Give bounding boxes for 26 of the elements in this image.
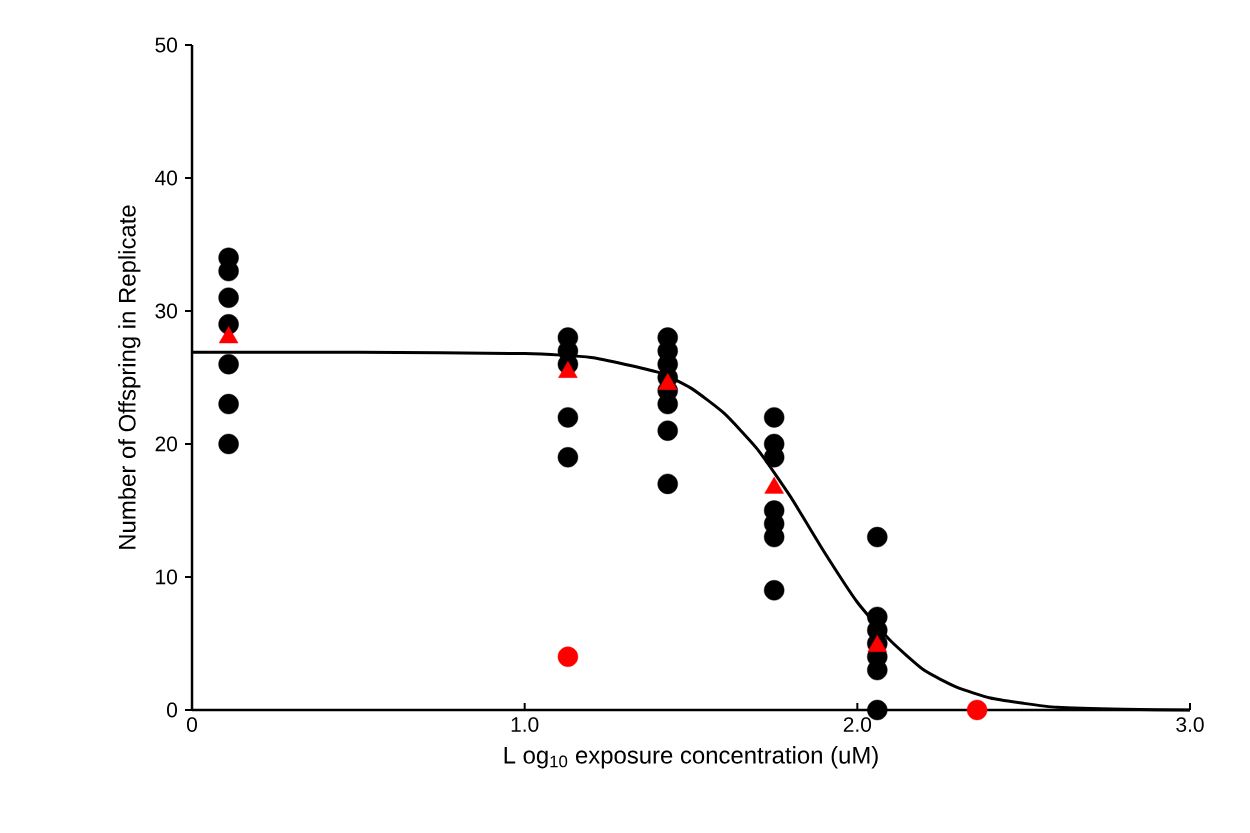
y-tick-label: 50 (155, 37, 178, 53)
point (657, 473, 678, 495)
x-tick-label: 0 (187, 717, 197, 732)
y-tick-label: 40 (155, 170, 178, 186)
y-tick-label: 30 (155, 303, 178, 319)
point (218, 433, 239, 455)
y-tick-label: 20 (155, 436, 178, 452)
point (557, 646, 579, 667)
point (218, 393, 239, 415)
x-tick-label: 2.0 (843, 717, 872, 732)
point (218, 287, 239, 308)
point (867, 526, 888, 548)
y-axis-title: Number of Offspring in Replicate (118, 205, 141, 549)
point (557, 447, 579, 468)
point (218, 353, 239, 375)
point (657, 420, 678, 441)
point (966, 699, 988, 721)
point (763, 407, 785, 428)
point (557, 407, 579, 428)
y-tick-label: 0 (167, 702, 178, 718)
point (763, 447, 785, 468)
x-tick-label: 3.0 (1176, 717, 1204, 732)
point (763, 580, 785, 601)
x-tick-label: 1.0 (511, 717, 539, 732)
x-axis-title: L og$_{10}$ exposure concentration (uM) (504, 746, 878, 769)
y-tick-label: 10 (156, 569, 178, 585)
